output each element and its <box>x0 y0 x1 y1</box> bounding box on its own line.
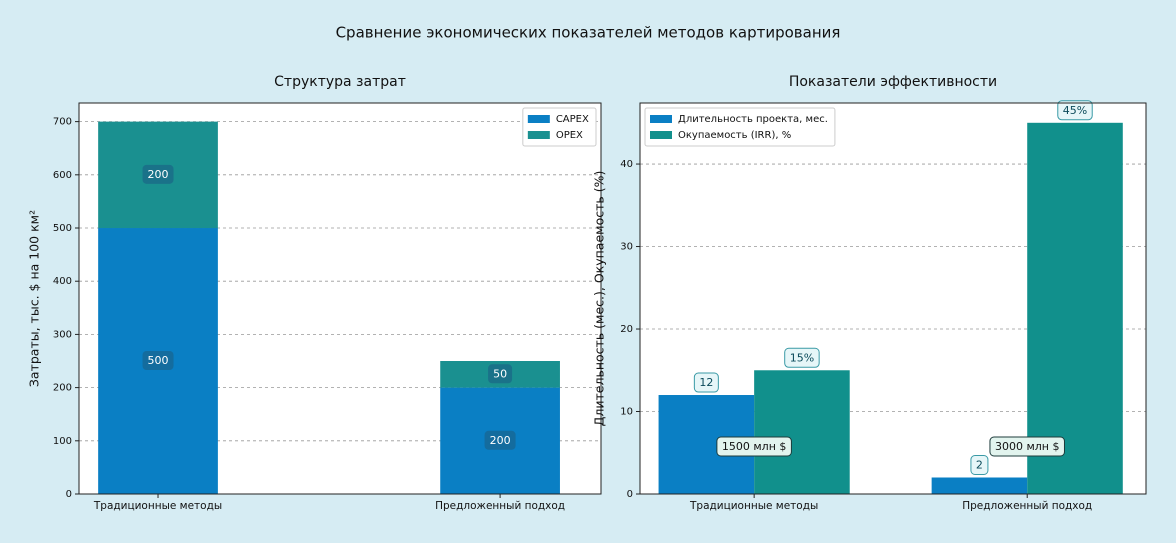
plot-frame <box>639 102 1147 495</box>
label-box <box>142 164 174 184</box>
figure-title: Сравнение экономических показателей мето… <box>336 24 841 42</box>
y-tick-label: 0 <box>66 489 72 500</box>
y-tick-label: 200 <box>53 383 72 394</box>
y-tick-label: 10 <box>620 407 633 418</box>
legend-label: OPEX <box>556 130 583 141</box>
label-group: 1500 млн $ <box>716 436 792 457</box>
legend-frame <box>644 107 836 147</box>
legend-swatch <box>650 115 672 123</box>
y-axis-label: Длительность (мес.), Окупаемость (%) <box>592 171 607 427</box>
y-tick-label: 700 <box>53 117 72 128</box>
legend: CAPEX OPEX <box>522 107 597 147</box>
legend: Длительность проекта, мес. Окупаемость (I… <box>644 107 836 147</box>
label-box <box>142 351 174 371</box>
plot-frame <box>78 102 602 495</box>
x-tick-label: Предложенный подход <box>435 500 565 512</box>
value-label: 200 <box>148 168 169 181</box>
legend-swatch <box>527 131 550 139</box>
label-group: 200 <box>484 430 516 450</box>
value-label: 500 <box>148 354 169 367</box>
x-tick-label: Традиционные методы <box>689 500 818 512</box>
y-tick-label: 100 <box>53 436 72 447</box>
label-box <box>716 436 792 457</box>
value-label: 12 <box>699 376 713 389</box>
label-group: 3000 млн $ <box>989 436 1065 457</box>
label-box <box>1057 100 1093 121</box>
label-group: 500 <box>142 351 174 371</box>
x-tick-label: Традиционные методы <box>93 500 222 512</box>
value-label: 45% <box>1063 104 1087 117</box>
label-group: 12 <box>693 372 719 393</box>
y-tick-label: 500 <box>53 223 72 234</box>
bar <box>1027 122 1123 494</box>
value-label: 15% <box>790 351 814 364</box>
y-tick-label: 30 <box>620 242 633 253</box>
y-tick-label: 20 <box>620 324 633 335</box>
chart-title: Показатели эффективности <box>789 74 997 90</box>
legend-label: Длительность проекта, мес. <box>678 114 828 125</box>
value-label: 50 <box>493 367 507 380</box>
value-label: 200 <box>490 434 511 447</box>
bar <box>931 477 1028 494</box>
y-tick-label: 0 <box>627 489 633 500</box>
label-group: 200 <box>142 164 174 184</box>
x-tick-label: Предложенный подход <box>962 500 1092 512</box>
label-group: 50 <box>488 364 513 384</box>
label-group: 15% <box>784 347 820 368</box>
legend-label: CAPEX <box>556 114 589 125</box>
y-tick-label: 40 <box>620 159 633 170</box>
value-label: 2 <box>976 459 983 472</box>
annotation: 3000 млн $ <box>995 440 1060 453</box>
label-box <box>488 364 513 384</box>
label-box <box>784 347 820 368</box>
label-box <box>693 372 719 393</box>
y-tick-label: 300 <box>53 329 72 340</box>
legend-swatch <box>650 131 672 139</box>
y-tick-label: 400 <box>53 276 72 287</box>
legend-swatch <box>527 115 550 123</box>
legend-label: Окупаемость (IRR), % <box>678 130 791 141</box>
y-axis-label: Затраты, тыс. $ на 100 км² <box>27 210 42 387</box>
label-box <box>484 430 516 450</box>
label-box <box>970 455 989 476</box>
chart-title: Структура затрат <box>274 74 406 90</box>
bar <box>754 370 850 494</box>
y-tick-label: 600 <box>53 170 72 181</box>
annotation: 1500 млн $ <box>722 440 787 453</box>
label-group: 45% <box>1057 100 1093 121</box>
label-group: 2 <box>970 455 989 476</box>
label-box <box>989 436 1065 457</box>
